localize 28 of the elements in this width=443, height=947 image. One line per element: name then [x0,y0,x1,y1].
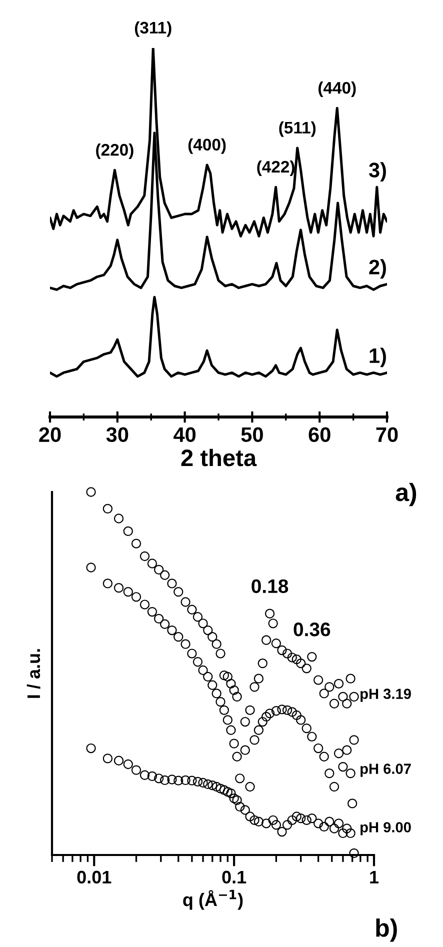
annotation: (511) [279,121,316,137]
series-label: pH 9.00 [360,822,411,836]
x-tick-label: 0.1 [222,870,246,884]
text: a) [396,482,416,506]
annotation: (220) [96,143,134,160]
x-tick-label: 60 [308,427,330,442]
series-label: pH 6.07 [360,764,411,777]
series-label: 3) [368,162,386,182]
x-tick-label: 20 [39,427,61,442]
x-tick-label: 1 [370,870,379,884]
x-axis-title: q (Å$^{−1}$) [183,890,243,910]
annotation: (400) [188,138,226,154]
series-label: 2) [369,259,386,279]
annotation: (311) [134,21,172,37]
annotation: (422) [257,160,294,176]
x-axis-title: 2 theta [181,448,257,466]
x-tick-label: 40 [174,427,196,442]
x-tick-label: 0.01 [77,870,112,884]
x-tick-label: 70 [376,427,398,442]
y-axis-title: I / a.u. [26,649,40,698]
x-tick-label: 50 [241,427,263,442]
annotation: (440) [318,82,356,98]
series-label: 1) [370,348,386,368]
series-label: pH 3.19 [360,688,411,702]
annotation: 0.18 [252,579,288,594]
annotation: 0.36 [294,622,330,636]
text: b) [376,918,397,942]
x-tick-label: 30 [106,427,128,442]
